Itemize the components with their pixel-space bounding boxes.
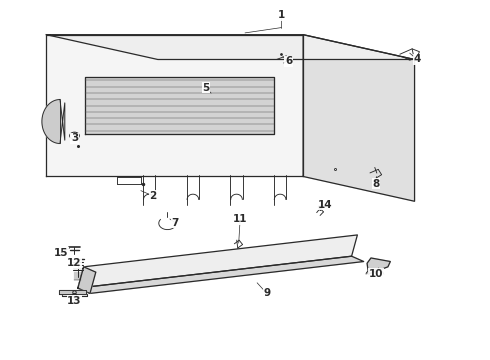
Polygon shape [78, 235, 357, 288]
Text: 8: 8 [372, 179, 379, 189]
Text: 7: 7 [171, 217, 178, 228]
Text: 4: 4 [413, 54, 421, 64]
Polygon shape [303, 35, 415, 201]
Text: 12: 12 [67, 258, 82, 268]
Text: 5: 5 [203, 83, 210, 93]
Polygon shape [78, 256, 364, 293]
Polygon shape [367, 258, 391, 274]
Text: 13: 13 [67, 296, 82, 306]
Polygon shape [85, 77, 274, 134]
Polygon shape [78, 267, 96, 293]
Polygon shape [47, 35, 303, 176]
Text: 6: 6 [285, 56, 292, 66]
Polygon shape [47, 35, 415, 59]
Text: 15: 15 [54, 248, 68, 258]
Text: 2: 2 [149, 191, 157, 201]
Text: 3: 3 [71, 133, 78, 143]
Polygon shape [59, 290, 86, 294]
Text: 10: 10 [368, 269, 383, 279]
Text: 1: 1 [278, 10, 285, 20]
Text: 11: 11 [233, 214, 247, 224]
Polygon shape [42, 100, 65, 144]
Text: 14: 14 [318, 200, 332, 210]
Text: 9: 9 [263, 288, 270, 298]
